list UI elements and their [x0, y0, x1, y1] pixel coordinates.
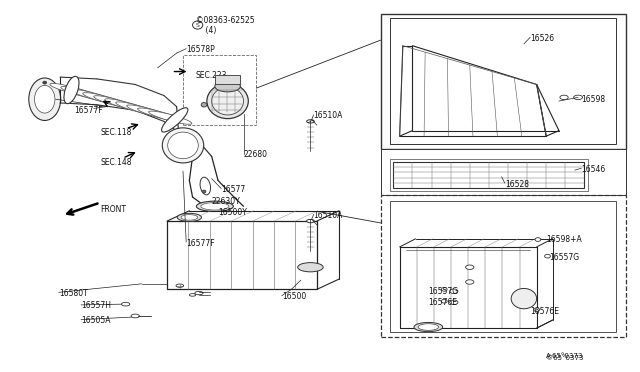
Text: 22630Y: 22630Y: [212, 198, 241, 206]
Ellipse shape: [83, 93, 126, 106]
Ellipse shape: [201, 103, 207, 107]
Text: 16578P: 16578P: [186, 45, 215, 54]
Text: 16510A: 16510A: [314, 111, 343, 121]
Ellipse shape: [189, 294, 196, 296]
Ellipse shape: [181, 215, 198, 220]
Ellipse shape: [195, 291, 203, 295]
Ellipse shape: [61, 86, 104, 100]
Ellipse shape: [534, 308, 540, 311]
Ellipse shape: [168, 132, 198, 159]
Text: 22680: 22680: [244, 150, 268, 159]
Ellipse shape: [545, 254, 550, 258]
Text: S: S: [196, 23, 200, 28]
Ellipse shape: [138, 108, 181, 121]
Ellipse shape: [307, 219, 314, 223]
FancyBboxPatch shape: [394, 162, 584, 188]
Ellipse shape: [201, 203, 229, 210]
Ellipse shape: [35, 86, 55, 113]
FancyBboxPatch shape: [390, 201, 616, 332]
Text: 16598+A: 16598+A: [546, 235, 582, 244]
Ellipse shape: [181, 142, 198, 156]
Text: ©65°0373: ©65°0373: [546, 355, 584, 361]
Ellipse shape: [193, 21, 203, 29]
Text: 16576E: 16576E: [531, 307, 559, 316]
Ellipse shape: [535, 238, 541, 241]
Ellipse shape: [105, 99, 148, 112]
Ellipse shape: [450, 300, 458, 305]
Text: ©08363-62525
    (4): ©08363-62525 (4): [196, 16, 254, 35]
Text: A·65°0373: A·65°0373: [546, 353, 584, 359]
Ellipse shape: [202, 190, 206, 193]
Ellipse shape: [466, 280, 474, 284]
Text: SEC.118: SEC.118: [100, 128, 132, 137]
Ellipse shape: [511, 288, 537, 309]
Text: 16577F: 16577F: [75, 106, 103, 115]
Text: 16576E: 16576E: [428, 298, 458, 307]
Ellipse shape: [148, 111, 192, 124]
Ellipse shape: [450, 289, 458, 294]
Ellipse shape: [560, 95, 568, 100]
Ellipse shape: [43, 81, 47, 84]
Text: 16557G: 16557G: [428, 287, 458, 296]
Ellipse shape: [215, 81, 241, 92]
Ellipse shape: [116, 102, 159, 115]
FancyBboxPatch shape: [381, 149, 626, 195]
Text: 16557G: 16557G: [549, 253, 580, 263]
Ellipse shape: [418, 324, 438, 330]
Ellipse shape: [442, 288, 447, 291]
Ellipse shape: [200, 177, 211, 195]
Ellipse shape: [176, 284, 184, 287]
Ellipse shape: [72, 90, 115, 103]
Text: 16546: 16546: [581, 165, 605, 174]
Ellipse shape: [196, 201, 234, 211]
Ellipse shape: [212, 87, 244, 115]
Text: 16500Y: 16500Y: [218, 208, 247, 218]
Ellipse shape: [207, 84, 248, 119]
Text: 16500: 16500: [282, 292, 306, 301]
Text: SEC.223: SEC.223: [196, 71, 227, 80]
Ellipse shape: [131, 314, 140, 318]
Ellipse shape: [298, 263, 323, 272]
Ellipse shape: [466, 265, 474, 269]
Text: 16577F: 16577F: [186, 239, 215, 248]
Text: 16510A: 16510A: [314, 211, 343, 220]
Ellipse shape: [127, 105, 170, 118]
Ellipse shape: [64, 76, 79, 104]
Text: 16557H: 16557H: [81, 301, 111, 311]
Ellipse shape: [163, 128, 204, 163]
Ellipse shape: [442, 299, 447, 303]
Text: FRONT: FRONT: [100, 205, 126, 215]
Bar: [381, 195, 626, 337]
Ellipse shape: [307, 120, 314, 123]
Ellipse shape: [414, 323, 443, 332]
Text: 16598: 16598: [581, 95, 605, 104]
FancyBboxPatch shape: [381, 14, 626, 149]
Text: 16580T: 16580T: [59, 289, 88, 298]
Ellipse shape: [573, 95, 582, 100]
Text: SEC.148: SEC.148: [100, 157, 132, 167]
Ellipse shape: [122, 302, 130, 306]
Text: 16505A: 16505A: [81, 316, 111, 325]
Ellipse shape: [93, 96, 137, 109]
FancyBboxPatch shape: [216, 75, 240, 84]
Ellipse shape: [161, 108, 188, 132]
Text: 16526: 16526: [531, 34, 554, 43]
Ellipse shape: [29, 78, 61, 121]
Ellipse shape: [50, 83, 93, 97]
Text: 16577: 16577: [221, 185, 246, 194]
FancyBboxPatch shape: [390, 18, 616, 144]
Ellipse shape: [177, 213, 202, 221]
Text: 16528: 16528: [505, 180, 529, 189]
